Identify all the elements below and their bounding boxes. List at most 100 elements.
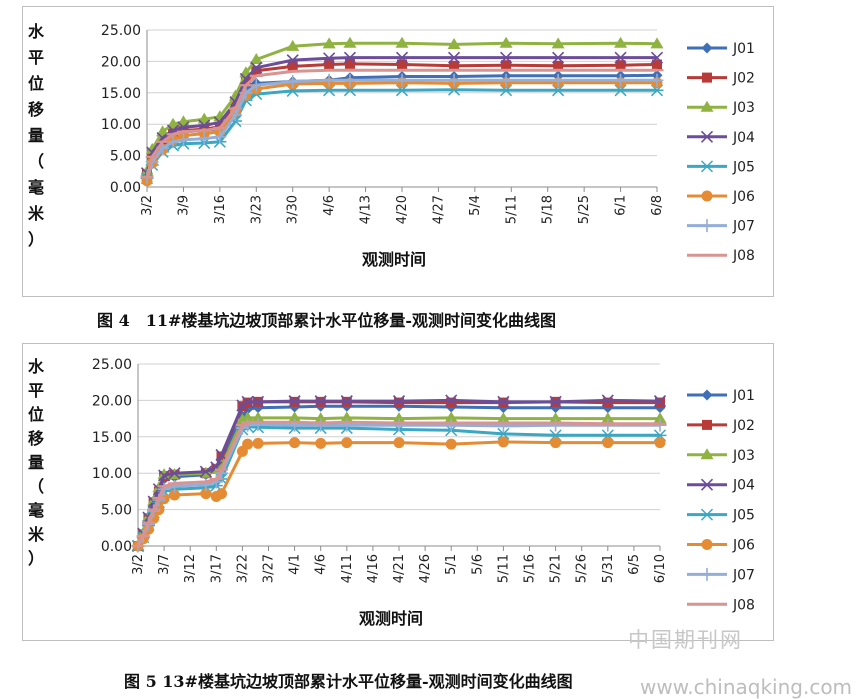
data-point-J03 xyxy=(286,39,300,51)
data-point-J01 xyxy=(252,402,264,414)
x-tick-label: 4/16 xyxy=(366,554,381,583)
data-point-J06 xyxy=(200,488,212,500)
y-tick-label: 0.00 xyxy=(101,539,132,555)
y-tick-label: 25.00 xyxy=(101,23,141,39)
legend-marker-J02 xyxy=(702,72,712,83)
y-axis-label-char: 平 xyxy=(28,381,44,400)
series-J06 xyxy=(132,436,666,552)
series-line-J08 xyxy=(136,420,660,547)
y-axis-label-char: 水 xyxy=(28,357,45,376)
data-point-J02 xyxy=(615,60,626,71)
data-point-J02 xyxy=(397,59,407,70)
x-tick-label: 3/2 xyxy=(140,195,155,216)
data-point-J07 xyxy=(176,133,190,147)
legend-label-J05: J05 xyxy=(732,508,755,524)
legend-label-J03: J03 xyxy=(732,448,755,464)
data-point-J03 xyxy=(447,37,461,49)
x-tick-label: 4/1 xyxy=(288,554,303,575)
data-point-J06 xyxy=(445,438,457,450)
x-tick-label: 3/9 xyxy=(176,195,191,216)
data-point-J07 xyxy=(322,73,336,87)
gridlines xyxy=(138,363,660,547)
data-point-J03 xyxy=(551,37,565,49)
data-point-J03 xyxy=(340,411,354,423)
data-point-J07 xyxy=(614,73,628,87)
data-point-J06 xyxy=(242,438,254,450)
data-point-J06 xyxy=(550,437,562,449)
data-point-J07 xyxy=(314,418,328,432)
data-point-J03 xyxy=(614,36,628,48)
data-point-J03 xyxy=(650,37,664,49)
gridlines xyxy=(147,29,657,188)
data-point-J07 xyxy=(395,73,409,87)
legend-marker-J05 xyxy=(700,160,714,173)
x-tick-label: 5/4 xyxy=(468,195,483,216)
x-tick-label: 4/11 xyxy=(340,554,355,583)
data-point-J04 xyxy=(614,51,627,64)
data-point-J03 xyxy=(496,412,510,424)
legend-marker-J07 xyxy=(700,219,714,233)
data-point-J03 xyxy=(392,412,406,424)
x-tick-label: 6/1 xyxy=(614,195,629,216)
data-point-J03 xyxy=(166,117,180,129)
data-point-J02 xyxy=(652,59,662,70)
data-point-J07 xyxy=(551,73,565,87)
x-tick-label: 6/8 xyxy=(650,195,665,216)
x-tick-label: 3/7 xyxy=(157,554,172,575)
data-point-J07 xyxy=(392,418,406,432)
x-tick-label: 5/16 xyxy=(523,554,538,583)
x-tick-label: 5/26 xyxy=(575,554,590,583)
chart-fig5: 0.00 5.00 10.00 15.00 20.00 25.00 3/2 3/7 3/12 3/… xyxy=(28,357,755,628)
x-tick-label: 5/25 xyxy=(577,195,592,224)
legend-label-J03: J03 xyxy=(732,100,755,116)
y-axis-label-char: 位 xyxy=(28,74,44,93)
data-point-J03 xyxy=(499,36,513,48)
x-tick-label: 3/12 xyxy=(183,554,198,583)
x-tick-label: 4/27 xyxy=(431,195,446,224)
data-point-J03 xyxy=(157,468,171,480)
x-tick-label: 3/17 xyxy=(209,554,224,583)
data-point-J06 xyxy=(289,437,301,449)
legend-marker-J03 xyxy=(700,448,714,460)
data-point-J01 xyxy=(289,401,301,413)
data-point-J04 xyxy=(653,395,667,408)
data-point-J02 xyxy=(251,65,262,76)
x-tick-label: 4/20 xyxy=(395,195,410,224)
chart-fig4: 0.00 5.00 10.00 15.00 20.00 25.00 3/2 3/9 3/16 3/… xyxy=(28,22,755,269)
data-point-J04 xyxy=(343,51,357,64)
y-axis-label-char: 平 xyxy=(28,48,44,67)
data-point-J01 xyxy=(654,402,666,414)
data-point-J04 xyxy=(288,395,301,408)
data-point-J04 xyxy=(250,61,263,74)
data-point-J03 xyxy=(314,412,328,424)
data-point-J06 xyxy=(497,436,509,448)
chart-panel-fig5: 0.00 5.00 10.00 15.00 20.00 25.00 3/2 3/7 3/12 3/… xyxy=(22,343,774,641)
y-axis-label-char: 量 xyxy=(28,453,44,472)
data-point-J03 xyxy=(653,412,667,424)
data-point-J03 xyxy=(249,53,263,65)
data-point-J03 xyxy=(197,112,211,124)
data-point-J06 xyxy=(602,437,614,449)
x-axis-label: 观测时间 xyxy=(362,250,426,269)
data-point-J01 xyxy=(602,402,614,414)
data-point-J03 xyxy=(395,36,409,48)
data-point-J06 xyxy=(654,437,666,449)
legend: J01 J02 J03 J04 J05 J06 J07 J08 xyxy=(687,41,755,264)
y-axis-label-char: 米 xyxy=(28,204,45,223)
data-point-J06 xyxy=(216,488,228,500)
legend-marker-J06 xyxy=(701,539,713,550)
y-tick-label: 15.00 xyxy=(101,86,141,102)
data-point-J04 xyxy=(549,395,562,408)
data-point-J06 xyxy=(393,437,405,449)
data-point-J03 xyxy=(549,412,563,424)
data-point-J03 xyxy=(241,411,255,423)
data-point-J04 xyxy=(392,395,406,408)
data-point-J07 xyxy=(650,73,664,87)
y-tick-label: 15.00 xyxy=(92,430,132,446)
legend-label-J06: J06 xyxy=(732,538,755,554)
y-tick-label: 5.00 xyxy=(101,503,132,519)
x-tick-label: 3/16 xyxy=(213,195,228,224)
data-point-J07 xyxy=(549,418,563,432)
data-point-J06 xyxy=(341,437,353,449)
data-point-J03 xyxy=(322,37,336,49)
